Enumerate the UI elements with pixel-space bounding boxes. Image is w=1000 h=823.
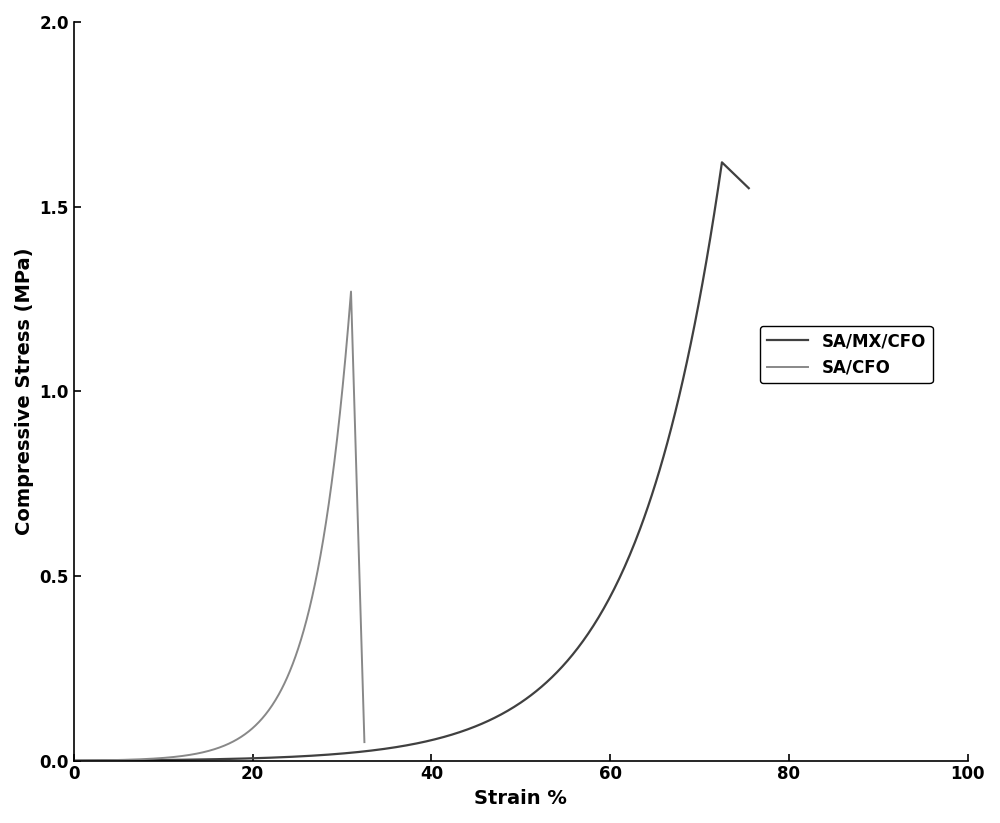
Y-axis label: Compressive Stress (MPa): Compressive Stress (MPa) <box>15 248 34 535</box>
SA/MX/CFO <box>743 184 755 193</box>
Legend: SA/MX/CFO, SA/CFO: SA/MX/CFO, SA/CFO <box>760 326 933 384</box>
SA/CFO <box>68 756 80 765</box>
Line: SA/MX/CFO: SA/MX/CFO <box>74 162 749 760</box>
SA/CFO <box>330 443 342 453</box>
Line: SA/CFO: SA/CFO <box>74 291 364 760</box>
SA/MX/CFO <box>383 743 395 753</box>
SA/CFO <box>196 747 208 757</box>
SA/CFO <box>345 286 357 296</box>
SA/MX/CFO <box>271 752 283 762</box>
SA/MX/CFO <box>681 357 693 367</box>
SA/MX/CFO <box>368 746 380 756</box>
SA/CFO <box>203 746 215 756</box>
SA/CFO <box>155 753 167 763</box>
SA/MX/CFO <box>339 748 351 758</box>
SA/MX/CFO <box>716 157 728 167</box>
X-axis label: Strain %: Strain % <box>474 789 567 808</box>
SA/MX/CFO <box>635 520 647 530</box>
SA/CFO <box>311 571 323 581</box>
SA/CFO <box>184 750 196 760</box>
SA/CFO <box>358 737 370 747</box>
SA/MX/CFO <box>68 756 80 765</box>
